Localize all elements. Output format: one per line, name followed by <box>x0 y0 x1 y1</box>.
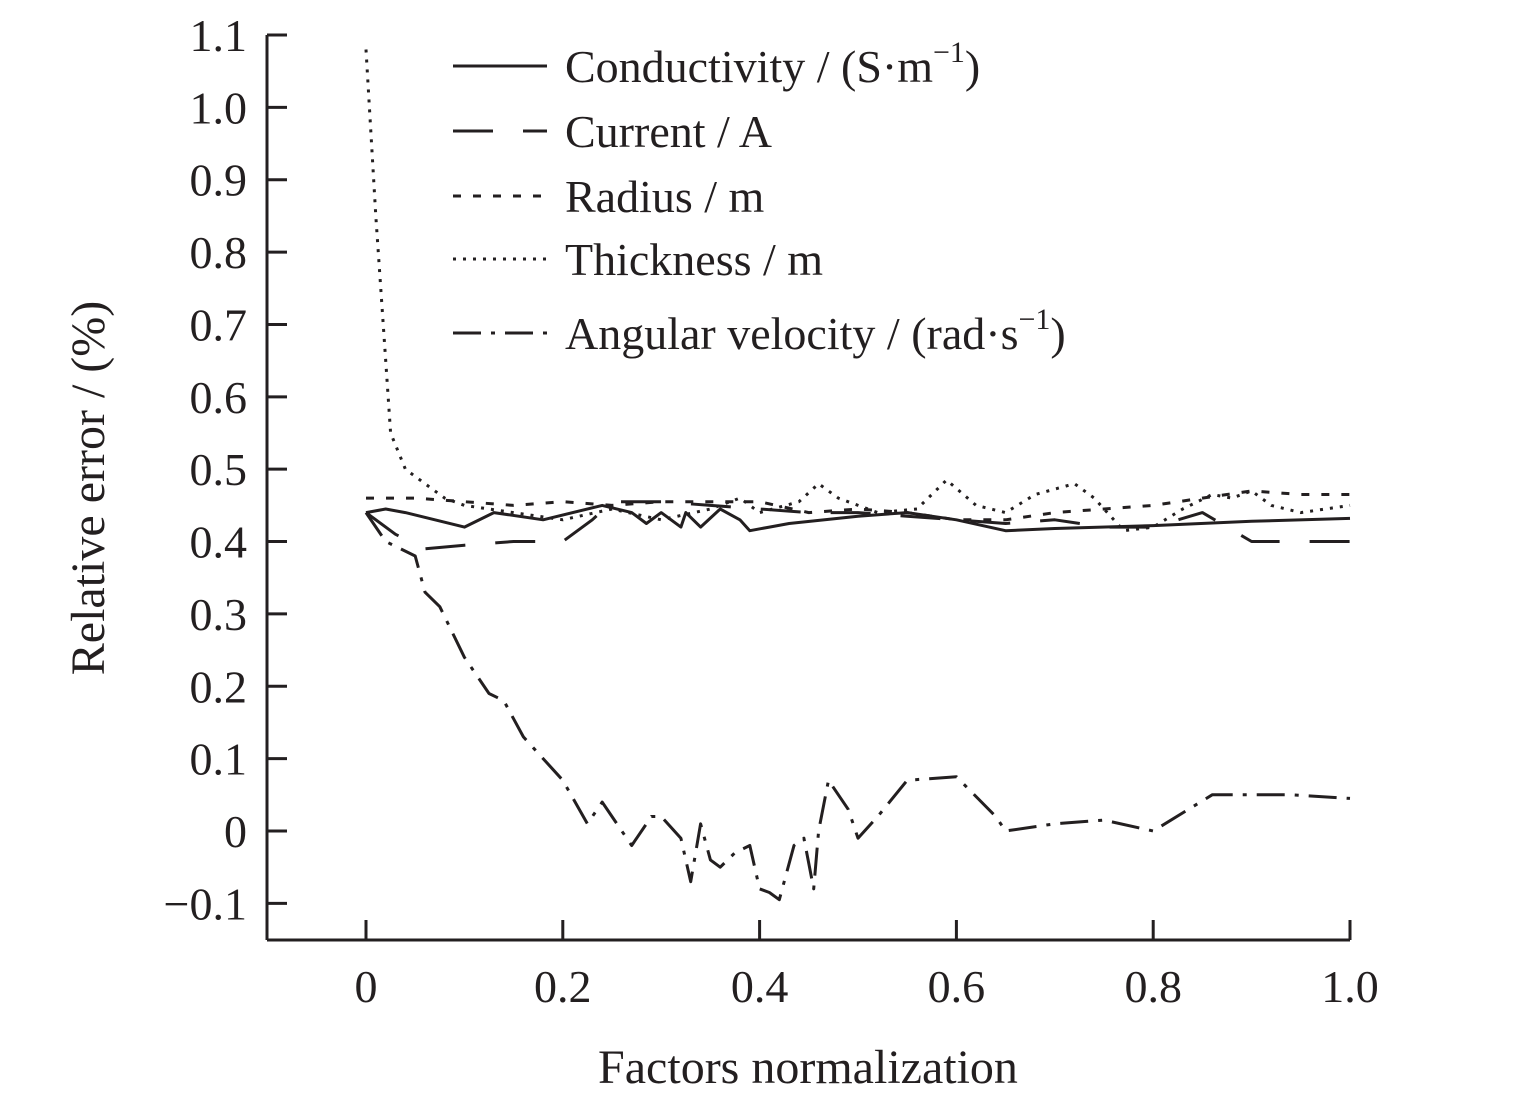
legend: Conductivity / (S·m−1) Current / A Radius … <box>453 36 1066 359</box>
legend-label: Radius / m <box>565 171 765 222</box>
y-tick-label: 0.1 <box>190 734 248 785</box>
legend-label: Current / A <box>565 106 772 157</box>
y-tick-label: 0.9 <box>190 155 248 206</box>
series-line <box>364 49 1351 533</box>
series-layer <box>364 49 1351 902</box>
series-line <box>364 511 1351 902</box>
axes <box>265 35 1350 942</box>
y-tick-label: −0.1 <box>164 878 247 929</box>
x-ticks: 0 0.2 0.4 0.6 0.8 1.0 <box>355 920 1379 1012</box>
y-ticks: −0.1 0 0.1 0.2 0.3 0.4 0.5 0.6 0.7 0.8 0.9 1.0 1.1 <box>164 10 287 929</box>
y-tick-label: 0 <box>224 806 247 857</box>
x-tick-label: 0.6 <box>928 961 986 1012</box>
x-tick-label: 1.0 <box>1321 961 1379 1012</box>
y-tick-label: 0.5 <box>190 444 248 495</box>
y-tick-label: 0.2 <box>190 661 248 712</box>
x-tick-label: 0.8 <box>1124 961 1182 1012</box>
series-line <box>366 489 1350 522</box>
series-line <box>365 503 1351 533</box>
y-tick-label: 0.3 <box>190 589 248 640</box>
y-axis-title: Relative error / (%) <box>62 301 115 675</box>
legend-label: Angular velocity / (rad·s−1) <box>565 303 1066 359</box>
x-tick-label: 0 <box>355 961 378 1012</box>
y-tick-label: 0.8 <box>190 227 248 278</box>
legend-label: Conductivity / (S·m−1) <box>565 36 980 92</box>
y-tick-label: 0.4 <box>190 517 248 568</box>
x-tick-label: 0.2 <box>534 961 592 1012</box>
y-tick-label: 0.7 <box>190 299 248 350</box>
legend-label: Thickness / m <box>565 234 823 285</box>
y-tick-label: 1.0 <box>190 82 248 133</box>
y-tick-label: 0.6 <box>190 372 248 423</box>
x-tick-label: 0.4 <box>731 961 789 1012</box>
x-axis-title: Factors normalization <box>598 1041 1018 1094</box>
series-line <box>365 500 1350 551</box>
y-tick-label: 1.1 <box>190 10 248 61</box>
